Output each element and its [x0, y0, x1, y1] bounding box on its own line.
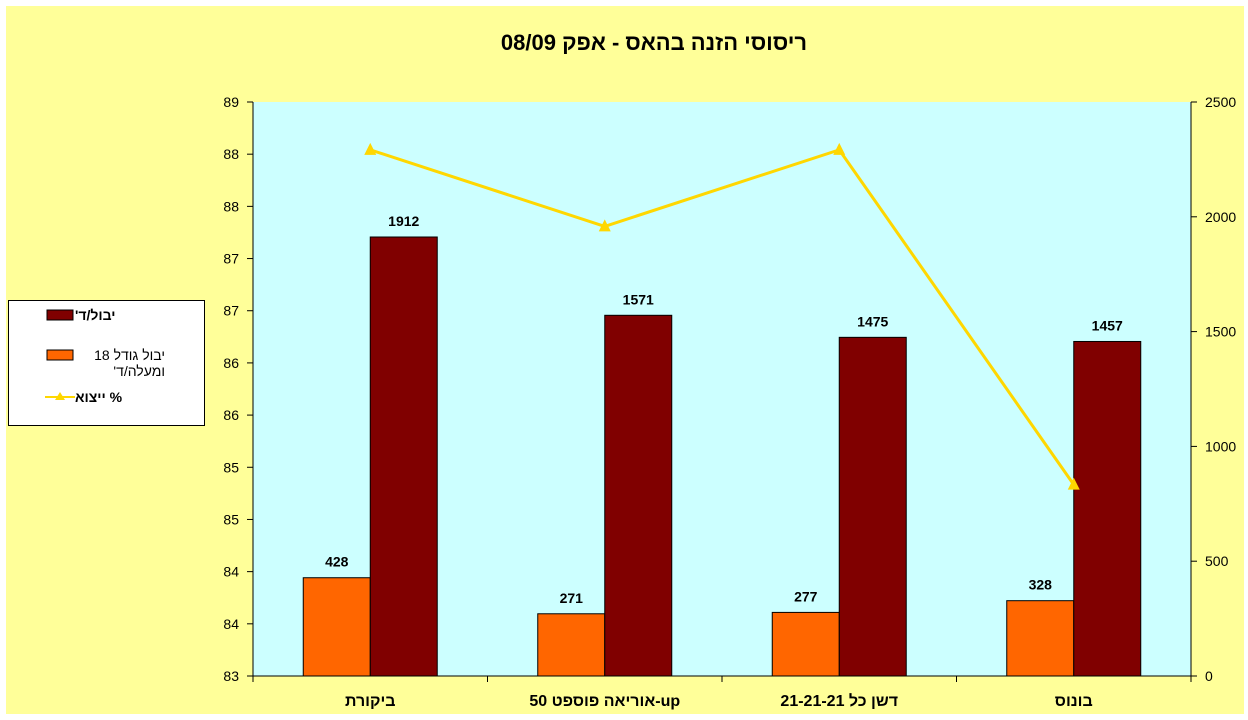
x-axis-category-label: בונוס: [1055, 693, 1093, 710]
bar-data-label: 428: [325, 554, 349, 570]
legend-label-yield-18: יבול גודל 18 ומעלה/ד': [94, 347, 165, 379]
legend: יבול/ד' יבול גודל 18 ומעלה/ד' % ייצוא: [8, 300, 205, 426]
x-axis-category-label: דשן כל 21-21-21: [780, 692, 898, 710]
export-point-marker: [364, 142, 377, 155]
legend-line-swatch-export: [45, 392, 75, 400]
bar-data-label: 271: [560, 590, 584, 606]
x-axis-category-label: ביקורת: [345, 693, 396, 710]
bar: [1006, 600, 1075, 677]
bar-data-label: 277: [794, 588, 818, 604]
left-axis-tick-label: 86: [223, 355, 239, 371]
bar: [1073, 340, 1142, 677]
legend-label-yield: יבול/ד': [75, 307, 116, 323]
bar: [838, 336, 907, 677]
bar: [369, 236, 438, 677]
export-point-marker: [833, 142, 846, 155]
left-axis-tick-label: 83: [223, 668, 239, 684]
right-axis-tick-label: 1500: [1205, 324, 1236, 340]
left-axis-tick-label: 89: [223, 94, 239, 110]
bar-data-label: 1571: [623, 291, 654, 307]
right-axis-tick-label: 2500: [1205, 94, 1236, 110]
left-axis-tick-label: 85: [223, 459, 239, 475]
bar: [771, 611, 840, 677]
bar-data-label: 1912: [388, 213, 419, 229]
right-axis-tick-label: 1000: [1205, 438, 1236, 454]
legend-label-export: % ייצוא: [75, 389, 123, 405]
left-axis-tick-label: 87: [223, 251, 239, 267]
export-point-marker: [1067, 477, 1080, 490]
legend-item-yield: יבול/ד': [45, 307, 116, 323]
export-line: [369, 148, 1075, 486]
export-point-marker: [598, 219, 611, 232]
left-axis-tick-label: 88: [223, 198, 239, 214]
left-axis-tick-label: 87: [223, 303, 239, 319]
bar: [604, 314, 673, 677]
left-axis-tick-label: 86: [223, 407, 239, 423]
left-axis-tick-label: 85: [223, 511, 239, 527]
chart-title: ריסוסי הזנה בהאס - אפק 08/09: [501, 30, 807, 55]
left-axis-tick-label: 88: [223, 146, 239, 162]
legend-bar-swatch-yield: [46, 309, 74, 321]
right-axis-tick-label: 0: [1205, 668, 1213, 684]
legend-bar-swatch-yield-18: [46, 349, 74, 361]
legend-item-export: % ייצוא: [45, 389, 122, 405]
left-axis-tick-label: 84: [223, 564, 239, 580]
right-axis-tick-label: 2000: [1205, 209, 1236, 225]
x-axis-category-label: אוריאה פוספט 50-up: [529, 693, 680, 710]
right-axis-tick-label: 500: [1205, 553, 1229, 569]
bar-data-label: 1475: [857, 313, 888, 329]
left-axis-tick-label: 84: [223, 616, 239, 632]
bar: [302, 577, 371, 677]
bar: [537, 613, 606, 677]
legend-item-yield-18: יבול גודל 18 ומעלה/ד': [45, 347, 165, 379]
bar-data-label: 328: [1029, 577, 1053, 593]
bar-data-label: 1457: [1092, 317, 1123, 333]
